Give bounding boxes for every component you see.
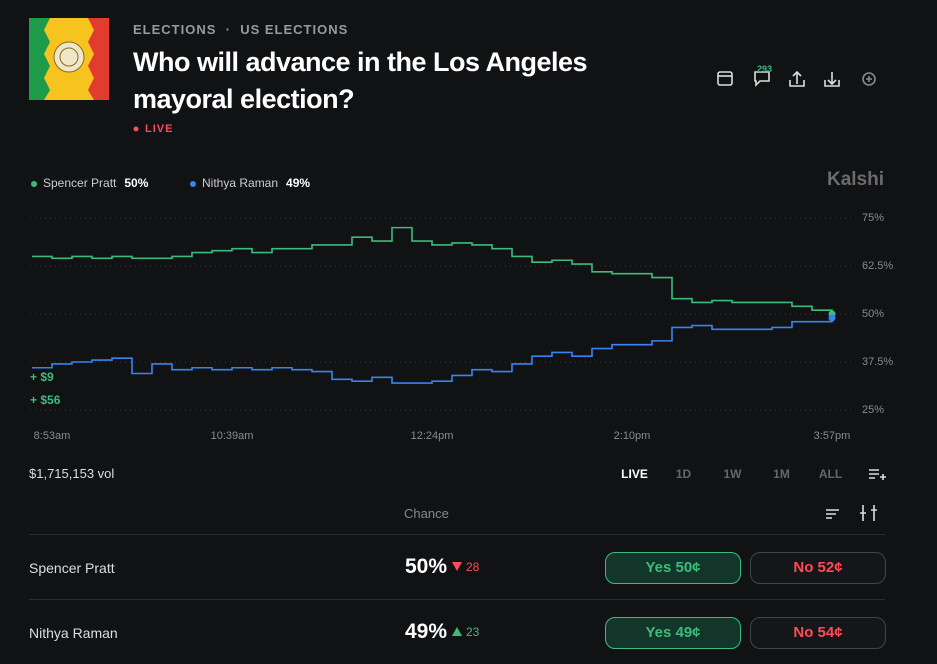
volume: $1,715,153 vol xyxy=(29,466,115,481)
series-line xyxy=(32,317,833,384)
legend-label: Spencer Pratt xyxy=(43,176,117,190)
x-tick-label: 10:39am xyxy=(211,430,254,442)
list-icons[interactable] xyxy=(826,469,886,521)
change-arrow xyxy=(452,627,462,636)
legend-value: 50% xyxy=(124,176,148,190)
legend-swatch xyxy=(190,181,196,187)
watermark: Kalshi xyxy=(827,169,884,190)
chance: 49% xyxy=(405,620,448,643)
y-tick-label: 25% xyxy=(862,404,884,416)
range-selector: LIVE 1D 1W 1M ALL xyxy=(610,467,855,481)
x-tick-label: 2:10pm xyxy=(614,430,651,442)
table-row: Nithya Raman 49% 23 Yes 49¢ No 54¢ xyxy=(29,599,886,664)
table-header: Chance xyxy=(404,506,449,521)
range-button[interactable]: LIVE xyxy=(621,467,648,481)
end-dot xyxy=(828,314,836,322)
yes-button[interactable]: Yes 49¢ xyxy=(605,617,741,649)
toolbar-icons[interactable] xyxy=(717,70,876,87)
no-button[interactable]: No 52¢ xyxy=(750,552,886,584)
range-button[interactable]: 1W xyxy=(723,467,742,481)
annotation: + $9 xyxy=(30,370,54,384)
annotation: + $56 xyxy=(30,393,61,407)
change: 28 xyxy=(452,560,479,574)
breadcrumb: ELECTIONS · US ELECTIONS xyxy=(133,22,349,37)
x-tick-label: 8:53am xyxy=(34,430,71,442)
logo xyxy=(29,18,109,100)
x-tick-label: 3:57pm xyxy=(814,430,851,442)
range-button[interactable]: 1M xyxy=(773,467,790,481)
no-button[interactable]: No 54¢ xyxy=(750,617,886,649)
legend-label: Nithya Raman xyxy=(202,176,278,190)
comment-count: 293 xyxy=(757,64,773,74)
table-row: Spencer Pratt 50% 28 Yes 50¢ No 52¢ xyxy=(29,534,886,599)
change-arrow xyxy=(452,562,462,571)
x-tick-label: 12:24pm xyxy=(411,430,454,442)
yes-button[interactable]: Yes 50¢ xyxy=(605,552,741,584)
breadcrumb-item[interactable]: US ELECTIONS xyxy=(240,22,349,37)
live-dot xyxy=(133,126,139,132)
range-button[interactable]: ALL xyxy=(818,467,843,481)
change-value: 28 xyxy=(466,560,480,574)
y-tick-label: 75% xyxy=(862,212,884,224)
breadcrumb-item[interactable]: ELECTIONS xyxy=(133,22,217,37)
y-tick-label: 37.5% xyxy=(862,356,893,368)
series-line xyxy=(32,226,833,314)
market-title: Who will advance in the Los Angeles mayo… xyxy=(133,47,588,114)
live-status: LIVE xyxy=(145,123,174,135)
range-button[interactable]: 1D xyxy=(675,467,692,481)
change-value: 23 xyxy=(466,625,480,639)
chance: 50% xyxy=(405,555,448,578)
change: 23 xyxy=(452,625,479,639)
y-tick-label: 62.5% xyxy=(862,260,893,272)
outcome-name: Spencer Pratt xyxy=(29,560,115,576)
legend-value: 49% xyxy=(286,176,310,190)
y-tick-label: 50% xyxy=(862,308,884,320)
legend-swatch xyxy=(31,181,37,187)
outcome-name: Nithya Raman xyxy=(29,625,118,641)
